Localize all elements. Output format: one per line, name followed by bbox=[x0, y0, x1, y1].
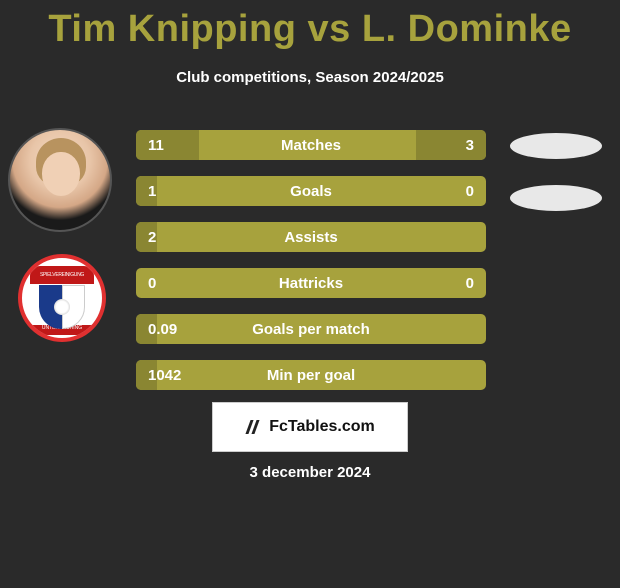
stat-value-right: 0 bbox=[466, 275, 474, 292]
stat-row: 1042Min per goal bbox=[136, 360, 486, 390]
stats-bars: 11Matches31Goals02Assists0Hattricks00.09… bbox=[136, 130, 486, 406]
result-ellipse bbox=[510, 133, 602, 159]
stat-label: Goals bbox=[136, 183, 486, 200]
fctables-logo-icon bbox=[245, 418, 263, 436]
snapshot-date: 3 december 2024 bbox=[0, 464, 620, 481]
subtitle-text: Club competitions, Season 2024/2025 bbox=[0, 69, 620, 86]
stat-row: 11Matches3 bbox=[136, 130, 486, 160]
source-brand-text: FcTables.com bbox=[269, 418, 375, 436]
right-ellipse-column bbox=[510, 133, 602, 237]
club-crest: SPIELVEREINIGUNG UNTERHACHING bbox=[18, 254, 106, 342]
stat-row: 2Assists bbox=[136, 222, 486, 252]
stat-label: Min per goal bbox=[136, 367, 486, 384]
player-avatar bbox=[8, 128, 112, 232]
stat-label: Goals per match bbox=[136, 321, 486, 338]
stat-label: Hattricks bbox=[136, 275, 486, 292]
stat-value-right: 3 bbox=[466, 137, 474, 154]
player-a-name: Tim Knipping bbox=[48, 8, 296, 50]
player-b-name: L. Dominke bbox=[362, 8, 572, 50]
stat-row: 0.09Goals per match bbox=[136, 314, 486, 344]
stat-value-right: 0 bbox=[466, 183, 474, 200]
result-ellipse bbox=[510, 185, 602, 211]
stat-label: Assists bbox=[136, 229, 486, 246]
club-crest-shield bbox=[39, 285, 85, 329]
stat-row: 1Goals0 bbox=[136, 176, 486, 206]
comparison-title: Tim Knipping vs L. Dominke bbox=[0, 8, 620, 51]
stat-label: Matches bbox=[136, 137, 486, 154]
club-crest-inner: SPIELVEREINIGUNG UNTERHACHING bbox=[30, 266, 94, 330]
vs-separator: vs bbox=[307, 8, 350, 50]
club-crest-top-text: SPIELVEREINIGUNG bbox=[30, 266, 94, 284]
source-badge: FcTables.com bbox=[212, 402, 408, 452]
stat-row: 0Hattricks0 bbox=[136, 268, 486, 298]
avatars-column: SPIELVEREINIGUNG UNTERHACHING bbox=[8, 128, 118, 342]
